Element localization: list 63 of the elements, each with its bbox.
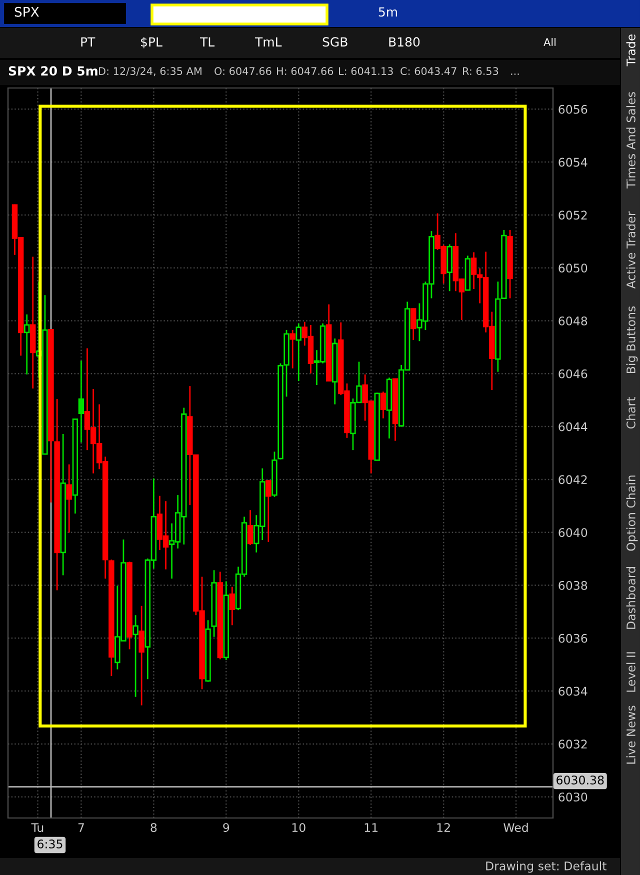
y-tick-label: 6056 bbox=[558, 104, 588, 114]
x-tick-label: 8 bbox=[150, 823, 157, 832]
y-tick-label: 6038 bbox=[558, 580, 588, 590]
candlestick bbox=[24, 314, 30, 376]
x-tick-label: 11 bbox=[364, 823, 378, 832]
y-tick-label: 6048 bbox=[558, 316, 588, 326]
y-tick-label: 6032 bbox=[558, 740, 587, 749]
text: 6:35 bbox=[38, 839, 62, 848]
text: C: 6043.47 bbox=[400, 67, 456, 76]
y-tick-label: 6050 bbox=[558, 264, 588, 273]
y-tick-label: 6052 bbox=[558, 210, 587, 220]
text: TmL bbox=[254, 37, 282, 46]
text: Active Trader bbox=[626, 211, 636, 289]
text: TL bbox=[200, 37, 215, 46]
text: All bbox=[544, 38, 556, 46]
y-tick-label: 6034 bbox=[558, 686, 588, 696]
text: 5m bbox=[378, 7, 398, 17]
x-tick-label: 7 bbox=[78, 823, 84, 832]
candlestick bbox=[66, 464, 72, 534]
text: PT bbox=[81, 37, 96, 46]
x-tick-label: 9 bbox=[223, 823, 230, 832]
chart-title: SPX 20 D 5m bbox=[8, 66, 98, 76]
candlestick bbox=[290, 329, 296, 370]
candlestick bbox=[132, 614, 138, 698]
candlestick bbox=[410, 308, 416, 341]
text: H: 6047.66 bbox=[277, 67, 334, 76]
text: L: 6041.13 bbox=[339, 67, 393, 76]
candlestick bbox=[78, 360, 84, 444]
text: Option Chain bbox=[626, 476, 638, 551]
text: Times And Sales bbox=[626, 92, 636, 189]
text: O: 6047.66 bbox=[214, 67, 272, 76]
y-tick-label: 6054 bbox=[558, 158, 588, 167]
text: SGB bbox=[322, 37, 348, 47]
y-tick-label: 6030 bbox=[558, 792, 588, 802]
text: Live News bbox=[626, 706, 636, 764]
text: SPX bbox=[14, 6, 39, 17]
text: Big Buttons bbox=[626, 306, 638, 373]
text: Chart bbox=[626, 397, 636, 429]
candlestick bbox=[266, 479, 272, 543]
x-tick-label: Tu bbox=[31, 823, 44, 832]
candlestick bbox=[138, 605, 144, 706]
y-tick-label: 6044 bbox=[558, 422, 588, 432]
text: Drawing set: Default bbox=[486, 861, 606, 873]
x-tick-label: Wed bbox=[504, 822, 528, 832]
text: $PL bbox=[141, 36, 162, 48]
text: Level II bbox=[626, 652, 636, 692]
x-tick-label: 10 bbox=[292, 823, 306, 832]
x-tick-label: 12 bbox=[437, 823, 450, 832]
text: Trade bbox=[626, 34, 636, 66]
candlestick bbox=[229, 586, 236, 626]
text: Dashboard bbox=[626, 567, 636, 629]
y-tick-label: 6042 bbox=[558, 475, 587, 484]
text: D: 12/3/24, 6:35 AM bbox=[99, 67, 202, 76]
candlestick bbox=[380, 390, 386, 420]
ref-line-label: 6030.38 bbox=[556, 776, 604, 785]
candlestick bbox=[296, 322, 302, 382]
y-tick-label: 6036 bbox=[558, 634, 588, 643]
text: ... bbox=[511, 74, 519, 75]
y-tick-label: 6040 bbox=[558, 528, 588, 537]
text: R: 6.53 bbox=[463, 67, 498, 76]
y-tick-label: 6046 bbox=[558, 369, 588, 378]
candlestick bbox=[247, 509, 254, 546]
text: B180 bbox=[389, 37, 420, 47]
